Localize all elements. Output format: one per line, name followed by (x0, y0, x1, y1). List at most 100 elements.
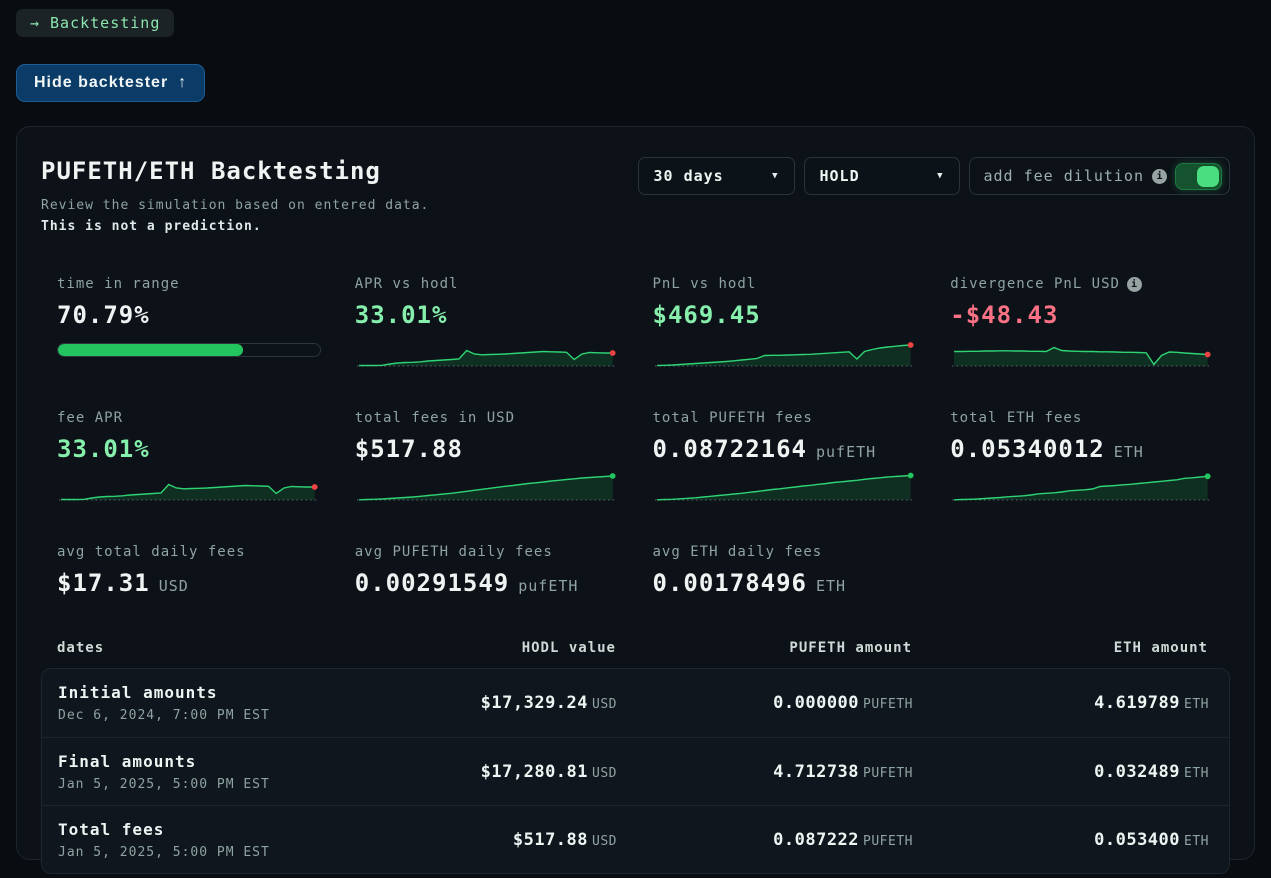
stat-label: avg PUFETH daily fees (355, 544, 619, 560)
hodl-value-cell: $17,280.81USD (339, 762, 617, 782)
apr-vs-hodl-sparkline (355, 337, 619, 369)
cell-value: 4.619789 (1094, 693, 1180, 713)
cell-unit: USD (592, 766, 617, 781)
fee-dilution-group: add fee dilution i (969, 157, 1231, 195)
stat-unit: pufETH (816, 443, 876, 461)
total-eth-fees-sparkline (950, 471, 1214, 503)
divergence-pnl-sparkline (950, 337, 1214, 369)
stat-total-eth-fees: total ETH fees 0.05340012 ETH (950, 410, 1214, 514)
stat-value: $469.45 (653, 301, 761, 329)
row-date: Dec 6, 2024, 7:00 PM EST (58, 708, 339, 723)
info-icon[interactable]: i (1152, 169, 1167, 184)
stat-label: avg total daily fees (57, 544, 321, 560)
fee-apr-sparkline (57, 471, 321, 503)
fee-dilution-toggle[interactable] (1175, 163, 1222, 190)
stat-label: fee APR (57, 410, 321, 426)
total-pufeth-fees-sparkline (653, 471, 917, 503)
chevron-down-icon: ▼ (937, 171, 943, 181)
panel-warning-text: This is not a prediction. (41, 219, 429, 234)
column-header-dates: dates (57, 640, 338, 656)
cell-unit: ETH (1184, 697, 1209, 712)
row-label-cell: Total fees Jan 5, 2025, 5:00 PM EST (58, 820, 339, 860)
stat-label: total ETH fees (950, 410, 1214, 426)
stat-pnl-vs-hodl: PnL vs hodl $469.45 (653, 276, 917, 380)
stat-avg-total-daily-fees: avg total daily fees $17.31 USD (57, 544, 321, 604)
toggle-knob (1197, 166, 1219, 187)
panel-controls: 30 days ▼ HOLD ▼ add fee dilution i (638, 157, 1231, 195)
fee-dilution-label: add fee dilution (984, 167, 1145, 185)
hodl-value-cell: $17,329.24USD (339, 693, 617, 713)
row-label-cell: Initial amounts Dec 6, 2024, 7:00 PM EST (58, 683, 339, 723)
stat-value: 70.79% (57, 301, 150, 329)
row-date: Jan 5, 2025, 5:00 PM EST (58, 777, 339, 792)
stat-label: APR vs hodl (355, 276, 619, 292)
cell-unit: USD (592, 697, 617, 712)
strategy-select-value: HOLD (820, 167, 860, 185)
stat-value: $17.31 (57, 569, 150, 597)
cell-value: 0.087222 (773, 830, 859, 850)
stat-value: $517.88 (355, 435, 463, 463)
stat-avg-eth-daily-fees: avg ETH daily fees 0.00178496 ETH (653, 544, 917, 604)
table-header-row: dates HODL value PUFETH amount ETH amoun… (41, 640, 1230, 656)
stat-label: PnL vs hodl (653, 276, 917, 292)
stat-label: time in range (57, 276, 321, 292)
stat-unit: ETH (816, 577, 846, 595)
period-select[interactable]: 30 days ▼ (638, 157, 795, 195)
panel-header: PUFETH/ETH Backtesting Review the simula… (41, 157, 1230, 234)
stat-unit: pufETH (518, 577, 578, 595)
stat-label: total PUFETH fees (653, 410, 917, 426)
progressbar-fill (58, 344, 243, 356)
panel-subtitle: Review the simulation based on entered d… (41, 198, 429, 213)
stat-value: 0.00291549 (355, 569, 510, 597)
cell-value: 0.053400 (1094, 830, 1180, 850)
eth-amount-cell: 0.032489ETH (913, 762, 1209, 782)
cell-unit: ETH (1184, 834, 1209, 849)
pufeth-amount-cell: 0.087222 PUFETH (617, 830, 913, 850)
stat-value: 0.00178496 (653, 569, 808, 597)
hide-backtester-button[interactable]: Hide backtester ↑ (16, 64, 205, 102)
cell-value: 0.000000 (773, 693, 859, 713)
column-header-hodl-value: HODL value (338, 640, 616, 656)
page-title: PUFETH/ETH Backtesting (41, 157, 429, 185)
stat-value: 0.05340012 (950, 435, 1105, 463)
stat-unit: ETH (1114, 443, 1144, 461)
stat-value: 33.01% (57, 435, 150, 463)
strategy-select[interactable]: HOLD ▼ (804, 157, 960, 195)
amounts-table: dates HODL value PUFETH amount ETH amoun… (41, 640, 1230, 874)
cell-value: $517.88 (513, 830, 588, 850)
column-header-pufeth-amount: PUFETH amount (616, 640, 912, 656)
cell-unit: PUFETH (863, 834, 913, 849)
stat-value: -$48.43 (950, 301, 1058, 329)
backtesting-panel: PUFETH/ETH Backtesting Review the simula… (16, 126, 1255, 860)
period-select-value: 30 days (654, 167, 724, 185)
stat-total-fees-usd: total fees in USD $517.88 (355, 410, 619, 514)
total-fees-usd-sparkline (355, 471, 619, 503)
hodl-value-cell: $517.88USD (339, 830, 617, 850)
info-icon[interactable]: i (1127, 277, 1142, 292)
stat-label: total fees in USD (355, 410, 619, 426)
table-row-initial-amounts: Initial amounts Dec 6, 2024, 7:00 PM EST… (42, 669, 1229, 737)
stat-fee-apr: fee APR 33.01% (57, 410, 321, 514)
pufeth-amount-cell: 0.000000PUFETH (617, 693, 913, 713)
table-row-total-fees: Total fees Jan 5, 2025, 5:00 PM EST $517… (42, 805, 1229, 873)
eth-amount-cell: 4.619789 ETH (913, 693, 1209, 713)
panel-title-block: PUFETH/ETH Backtesting Review the simula… (41, 157, 429, 234)
stat-empty-cell (950, 544, 1214, 604)
arrow-up-icon: ↑ (178, 74, 187, 92)
table-body: Initial amounts Dec 6, 2024, 7:00 PM EST… (41, 668, 1230, 874)
cell-unit: PUFETH (863, 766, 913, 781)
stat-label: avg ETH daily fees (653, 544, 917, 560)
backtesting-back-link[interactable]: → Backtesting (16, 9, 174, 37)
time-in-range-progressbar (57, 343, 321, 357)
column-header-eth-amount: ETH amount (912, 640, 1208, 656)
hide-button-label: Hide backtester (34, 74, 168, 92)
row-title: Initial amounts (58, 683, 339, 702)
arrow-right-icon: → (30, 14, 40, 32)
back-link-label: Backtesting (50, 14, 160, 32)
cell-unit: ETH (1184, 766, 1209, 781)
cell-value: 4.712738 (773, 762, 859, 782)
pnl-vs-hodl-sparkline (653, 337, 917, 369)
stat-total-pufeth-fees: total PUFETH fees 0.08722164 pufETH (653, 410, 917, 514)
row-label-cell: Final amounts Jan 5, 2025, 5:00 PM EST (58, 752, 339, 792)
row-date: Jan 5, 2025, 5:00 PM EST (58, 845, 339, 860)
